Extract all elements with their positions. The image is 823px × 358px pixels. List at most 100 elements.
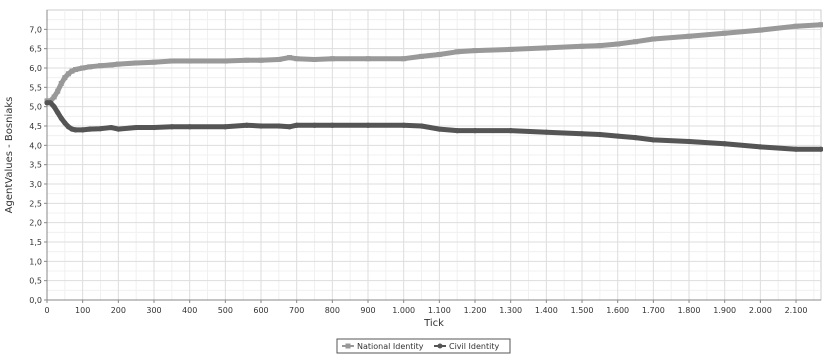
- civil-identity-point: [59, 116, 64, 121]
- legend: National Identity Civil Identity: [337, 339, 510, 353]
- civil-identity-point: [109, 125, 114, 130]
- national-identity-point: [223, 59, 228, 64]
- civil-identity-point: [98, 126, 103, 131]
- x-tick-label: 800: [325, 306, 340, 315]
- civil-identity-point: [276, 123, 281, 128]
- national-identity-point: [330, 56, 335, 61]
- x-axis-label: Tick: [423, 318, 444, 329]
- national-identity-point: [80, 66, 85, 71]
- x-tick-label: 300: [146, 306, 161, 315]
- national-identity-point: [116, 62, 121, 67]
- civil-identity-point: [258, 123, 263, 128]
- civil-identity-legend-marker: [438, 344, 443, 349]
- civil-identity-point: [615, 133, 620, 138]
- civil-identity-point: [62, 120, 67, 125]
- national-identity-point: [73, 67, 78, 72]
- national-identity-point: [544, 45, 549, 50]
- y-tick-label: 4,0: [29, 141, 42, 150]
- civil-identity-point: [579, 131, 584, 136]
- civil-identity-point: [793, 147, 798, 152]
- y-tick-label: 5,0: [29, 103, 42, 112]
- national-identity-point: [473, 48, 478, 53]
- civil-identity-legend-label: Civil Identity: [449, 342, 499, 351]
- y-tick-label: 4,5: [29, 122, 42, 131]
- x-tick-label: 0: [44, 306, 49, 315]
- y-tick-label: 2,5: [29, 199, 42, 208]
- civil-identity-point: [73, 127, 78, 132]
- national-identity-point: [794, 24, 799, 29]
- civil-identity-point: [437, 126, 442, 131]
- x-tick-label: 700: [289, 306, 304, 315]
- national-identity-point: [259, 58, 264, 63]
- national-identity-point: [87, 64, 92, 69]
- civil-identity-point: [472, 128, 477, 133]
- civil-identity-point: [52, 104, 57, 109]
- x-tick-label: 2.100: [785, 306, 808, 315]
- national-identity-point: [758, 28, 763, 33]
- y-tick-label: 5,5: [29, 83, 42, 92]
- civil-identity-point: [544, 130, 549, 135]
- national-identity-point: [580, 44, 585, 49]
- national-identity-point: [134, 60, 139, 65]
- national-identity-point: [55, 89, 60, 94]
- civil-identity-point: [116, 126, 121, 131]
- y-tick-label: 2,0: [29, 219, 42, 228]
- y-tick-label: 1,0: [29, 257, 42, 266]
- civil-identity-point: [508, 128, 513, 133]
- national-identity-legend-marker: [346, 344, 351, 349]
- y-axis-label: AgentValues - Bosniaks: [4, 97, 15, 214]
- national-identity-legend-label: National Identity: [357, 342, 424, 351]
- civil-identity-point: [651, 137, 656, 142]
- x-tick-label: 1.500: [571, 306, 594, 315]
- civil-identity-point: [55, 110, 60, 115]
- civil-identity-point: [365, 123, 370, 128]
- national-identity-point: [169, 59, 174, 64]
- x-tick-label: 1.300: [499, 306, 522, 315]
- national-identity-point: [455, 49, 460, 54]
- x-tick-label: 2.000: [749, 306, 772, 315]
- civil-identity-point: [87, 126, 92, 131]
- national-identity-point: [722, 31, 727, 36]
- civil-identity-point: [455, 128, 460, 133]
- civil-identity-point: [223, 124, 228, 129]
- national-identity-point: [276, 57, 281, 62]
- y-tick-label: 6,5: [29, 45, 42, 54]
- national-identity-point: [819, 22, 823, 27]
- civil-identity-point: [244, 123, 249, 128]
- civil-identity-point: [80, 127, 85, 132]
- national-identity-point: [419, 54, 424, 59]
- x-tick-label: 1.200: [464, 306, 487, 315]
- civil-identity-point: [134, 125, 139, 130]
- national-identity-point: [187, 59, 192, 64]
- y-tick-label: 1,5: [29, 238, 42, 247]
- national-identity-point: [437, 52, 442, 57]
- national-identity-point: [152, 60, 157, 65]
- x-tick-label: 1.900: [713, 306, 736, 315]
- x-tick-label: 200: [111, 306, 126, 315]
- x-tick-label: 1.100: [428, 306, 451, 315]
- national-identity-point: [687, 34, 692, 39]
- national-identity-point: [366, 56, 371, 61]
- civil-identity-point: [287, 124, 292, 129]
- civil-identity-point: [312, 123, 317, 128]
- national-identity-point: [294, 56, 299, 61]
- x-tick-label: 600: [253, 306, 268, 315]
- x-tick-label: 1.700: [642, 306, 665, 315]
- national-identity-point: [312, 57, 317, 62]
- civil-identity-point: [686, 139, 691, 144]
- national-identity-point: [52, 95, 57, 100]
- y-tick-label: 3,5: [29, 161, 42, 170]
- civil-identity-point: [48, 100, 53, 105]
- civil-identity-point: [419, 123, 424, 128]
- national-identity-point: [651, 37, 656, 42]
- civil-identity-point: [151, 125, 156, 130]
- x-tick-label: 900: [360, 306, 375, 315]
- y-tick-label: 7,0: [29, 25, 42, 34]
- x-tick-label: 1.600: [606, 306, 629, 315]
- x-tick-label: 1.000: [392, 306, 415, 315]
- civil-identity-point: [722, 141, 727, 146]
- y-tick-label: 6,0: [29, 64, 42, 73]
- civil-identity-point: [597, 132, 602, 137]
